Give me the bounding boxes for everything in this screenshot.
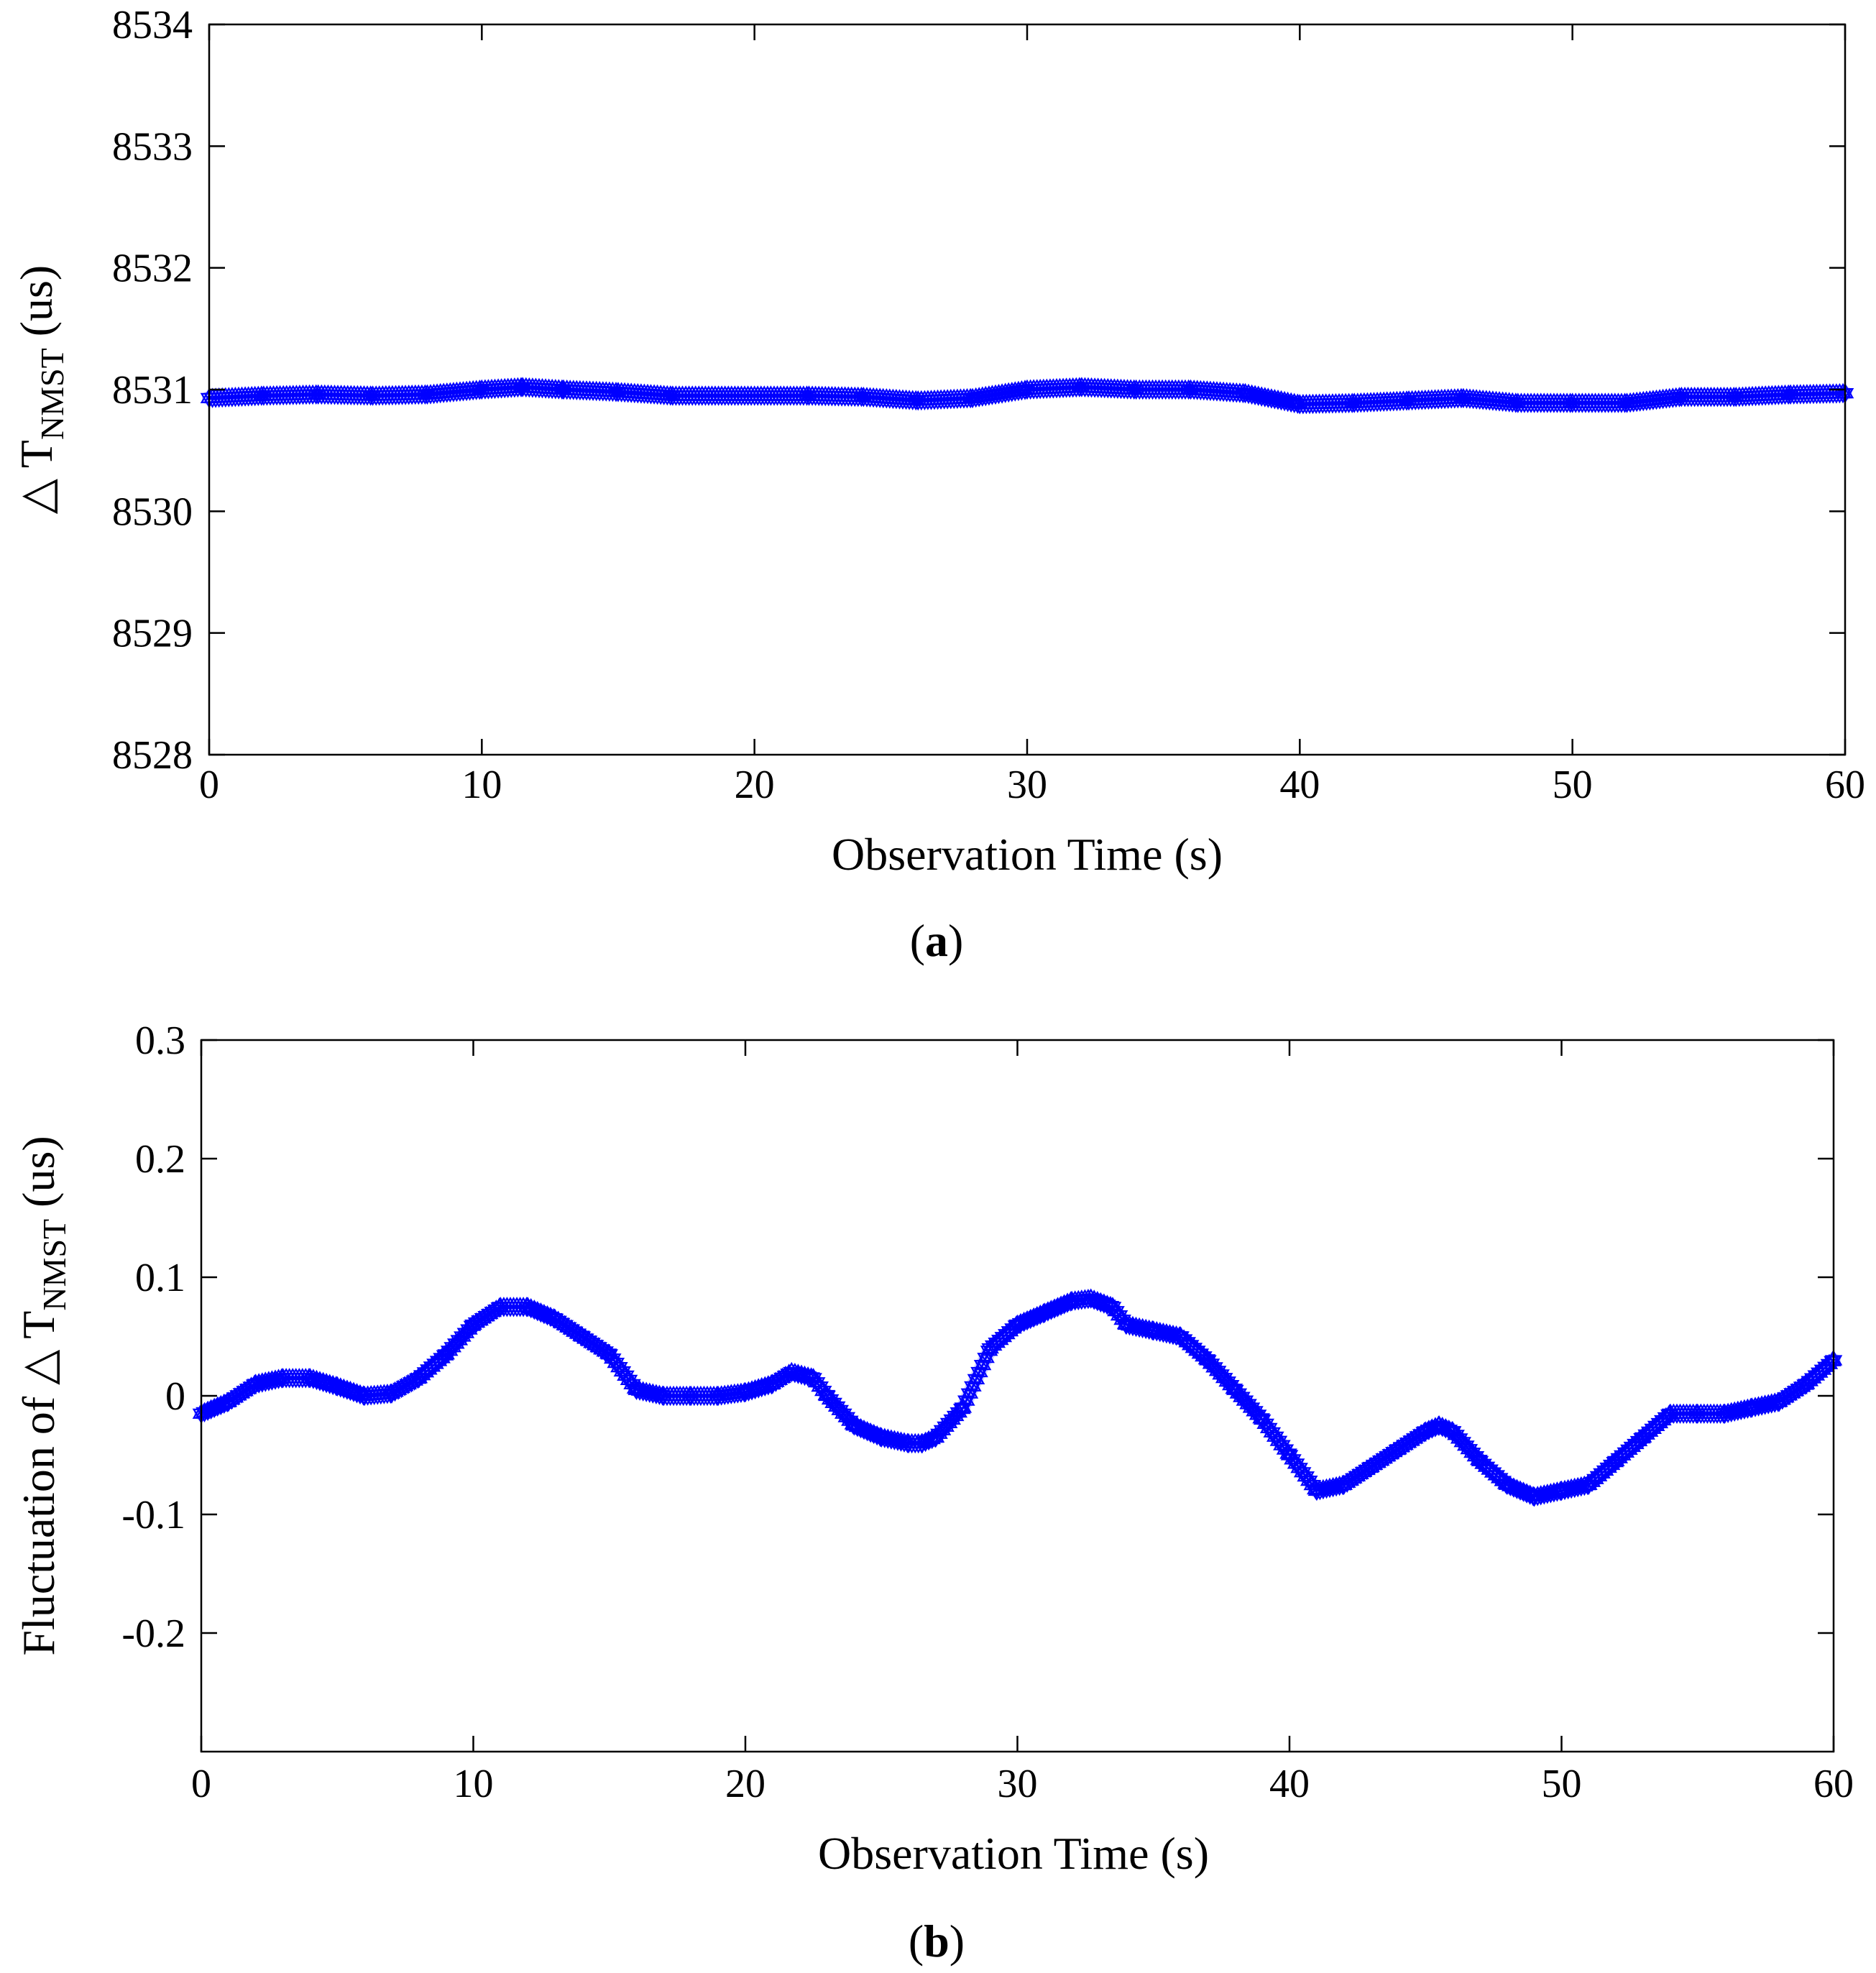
y-tick-label: 8534	[112, 3, 193, 47]
panel-b-axes-frame	[200, 1039, 1835, 1753]
panel-a-ticks: 0 10 20 30 40 50 60 8528 8529 8530 8531 8532 8533 853…	[112, 3, 1865, 807]
y-tick-label: 8530	[112, 489, 193, 534]
x-tick-label: 0	[191, 1762, 211, 1806]
panel-a-xlabel: Observation Time (s)	[832, 829, 1223, 880]
y-tick-label: 8532	[112, 247, 193, 291]
panel-b-ylabel-subscript: NMST	[36, 1219, 73, 1311]
panel-a-series	[200, 377, 1854, 415]
panel-b-chart: 0 10 20 30 40 50 60 0.3 0.2 0.1 0 -0.1 -0.2 Observat…	[13, 1018, 1854, 1967]
panel-b-ylabel: Fluctuation of △ TNMST (us)	[13, 1136, 73, 1655]
x-tick-label: 50	[1553, 763, 1593, 807]
panel-b-series	[192, 1288, 1843, 1507]
panel-b-xlabel: Observation Time (s)	[818, 1828, 1209, 1879]
y-tick-label: -0.1	[121, 1493, 185, 1537]
x-tick-label: 0	[199, 763, 219, 807]
x-tick-label: 30	[998, 1762, 1038, 1806]
panel-b-ylabel-prefix: Fluctuation of △ T	[13, 1311, 64, 1656]
y-tick-label: 8531	[112, 368, 193, 413]
panel-b-ylabel-suffix: (us)	[13, 1136, 64, 1219]
x-tick-label: 40	[1269, 1762, 1310, 1806]
x-tick-label: 50	[1542, 1762, 1582, 1806]
x-tick-label: 40	[1279, 763, 1320, 807]
panel-a-label: (a)	[910, 915, 964, 966]
panel-a-chart: 0 10 20 30 40 50 60 8528 8529 8530 8531 8532 8533 853…	[11, 3, 1865, 966]
panel-b-label: (b)	[909, 1915, 965, 1967]
y-tick-label: 0.1	[135, 1256, 185, 1300]
x-tick-label: 60	[1813, 1762, 1854, 1806]
y-tick-label: -0.2	[121, 1611, 185, 1656]
y-tick-label: 8528	[112, 733, 193, 778]
x-tick-label: 30	[1007, 763, 1047, 807]
x-tick-label: 20	[735, 763, 775, 807]
x-tick-label: 20	[725, 1762, 765, 1806]
y-tick-label: 8529	[112, 612, 193, 656]
panel-a-ylabel-suffix: (us)	[11, 265, 62, 349]
panel-a-ylabel: △ TNMST (us)	[11, 265, 70, 515]
y-tick-label: 8533	[112, 124, 193, 169]
y-tick-label: 0	[165, 1374, 185, 1419]
y-tick-label: 0.3	[135, 1018, 185, 1063]
panel-a-ylabel-subscript: NMST	[34, 348, 70, 440]
y-tick-label: 0.2	[135, 1137, 185, 1182]
panel-a-ylabel-prefix: △ T	[11, 440, 62, 514]
panel-b-ticks: 0 10 20 30 40 50 60 0.3 0.2 0.1 0 -0.1 -0.2	[121, 1018, 1854, 1806]
x-tick-label: 60	[1825, 763, 1865, 807]
x-tick-label: 10	[461, 763, 502, 807]
x-tick-label: 10	[454, 1762, 494, 1806]
